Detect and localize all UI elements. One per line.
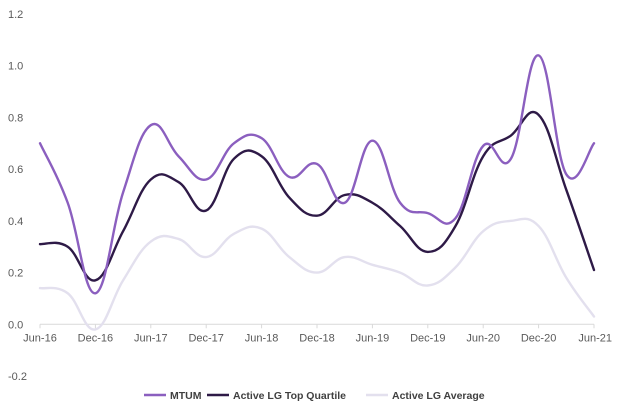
x-tick-label: Dec-19 (410, 332, 445, 344)
y-tick-label: 0.2 (8, 268, 23, 280)
x-tick-label: Jun-19 (356, 332, 390, 344)
x-tick-label: Dec-17 (188, 332, 223, 344)
series-line-active-lg-top-quartile (38, 111, 596, 282)
x-tick-label: Dec-18 (299, 332, 334, 344)
series-layer (38, 54, 596, 331)
legend-item: Active LG Top Quartile (207, 390, 346, 402)
y-tick-label: 0.0 (8, 319, 23, 331)
x-tick-label: Jun-18 (245, 332, 279, 344)
legend-item: Active LG Average (366, 390, 485, 402)
axes-layer: -0.2 0.0 0.2 0.4 0.6 0.8 1.0 1.2 Jun-16 Dec-16 Jun… (8, 9, 612, 383)
x-tick-label: Jun-17 (134, 332, 168, 344)
x-tick-label: Dec-20 (521, 332, 556, 344)
x-tick-label: Jun-16 (23, 332, 57, 344)
series-line-mtum (38, 54, 596, 295)
legend-label: Active LG Average (392, 390, 485, 402)
y-tick-label: 0.4 (8, 216, 23, 228)
legend-item: MTUM (144, 390, 202, 402)
legend: MTUM Active LG Top Quartile Active LG Aver… (144, 390, 485, 402)
legend-label: MTUM (170, 390, 202, 402)
y-tick-label: 1.0 (8, 61, 23, 73)
y-tick-label: 1.2 (8, 9, 23, 21)
x-tick-label: Dec-16 (78, 332, 113, 344)
y-tick-label: -0.2 (8, 371, 27, 383)
x-tick-label: Jun-21 (578, 332, 612, 344)
y-tick-label: 0.8 (8, 112, 23, 124)
series-line-active-lg-average (38, 217, 596, 331)
x-tick-label: Jun-20 (466, 332, 500, 344)
legend-label: Active LG Top Quartile (233, 390, 346, 402)
y-tick-label: 0.6 (8, 164, 23, 176)
